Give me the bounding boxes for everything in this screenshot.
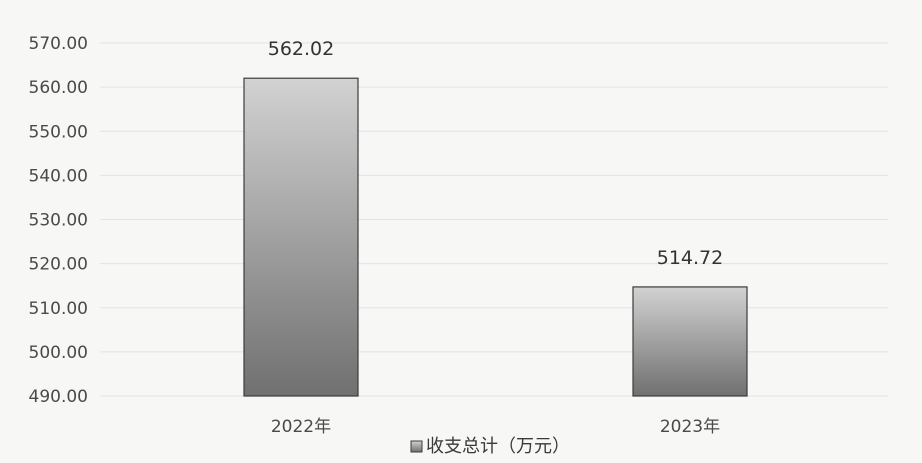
data-labels: 562.02 514.72	[268, 38, 723, 269]
y-tick-label: 550.00	[29, 122, 88, 142]
y-tick-label: 570.00	[29, 34, 88, 54]
bars	[243, 77, 748, 397]
y-tick-label: 520.00	[29, 255, 88, 275]
y-tick-label: 530.00	[29, 211, 88, 231]
legend-label: 收支总计（万元）	[426, 436, 570, 457]
x-category-label: 2022年	[271, 417, 331, 437]
y-tick-label: 560.00	[29, 78, 88, 98]
y-tick-label: 510.00	[29, 299, 88, 319]
legend-swatch	[410, 440, 423, 453]
bar	[632, 286, 748, 397]
legend: 收支总计（万元）	[410, 436, 570, 457]
y-axis-tick-labels: 490.00 500.00 510.00 520.00 530.00 540.00 550.…	[29, 34, 88, 407]
x-axis-category-labels: 2022年 2023年	[271, 417, 720, 437]
y-tick-label: 490.00	[29, 387, 88, 407]
y-tick-label: 540.00	[29, 166, 88, 186]
x-category-label: 2023年	[660, 417, 720, 437]
bar	[243, 77, 359, 397]
y-tick-label: 500.00	[29, 343, 88, 363]
gridlines	[100, 42, 888, 397]
data-label: 514.72	[657, 247, 723, 269]
data-label: 562.02	[268, 38, 334, 60]
